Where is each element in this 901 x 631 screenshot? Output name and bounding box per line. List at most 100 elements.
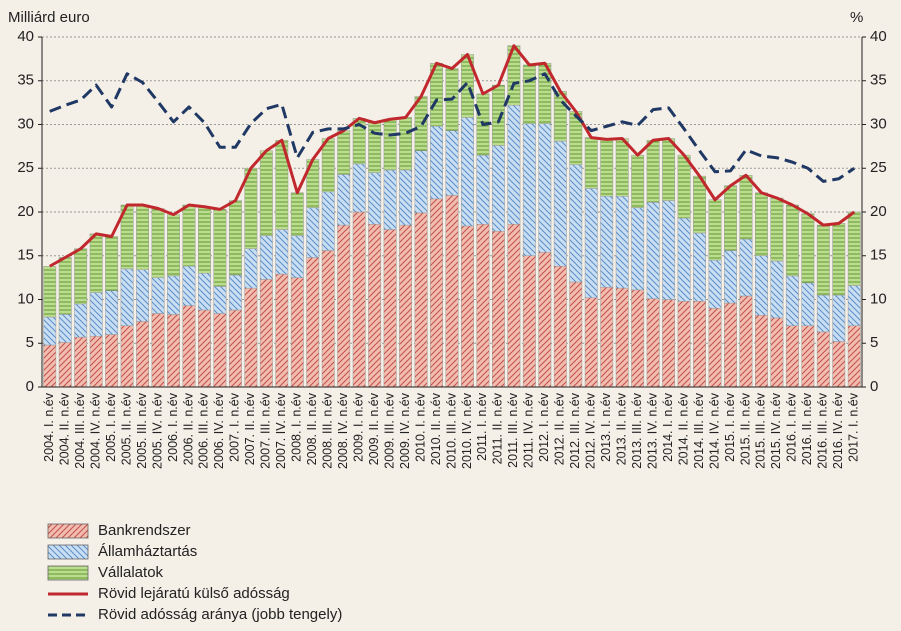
bar-segment	[754, 315, 768, 388]
y2-tick-label: 30	[870, 115, 887, 132]
x-tick-label: 2016. I. n.év	[785, 392, 799, 462]
x-tick-label: 2014. III. n.év	[692, 392, 706, 468]
bar-segment	[368, 224, 382, 388]
bar-segment	[290, 235, 304, 278]
y2-axis-label: %	[850, 9, 863, 26]
bar-segment	[290, 277, 304, 388]
bar-segment	[631, 154, 645, 208]
legend-swatch	[47, 544, 89, 560]
bar-segment	[724, 185, 737, 251]
bar-segment	[708, 308, 722, 388]
bar-segment	[136, 321, 150, 388]
bar-segment	[383, 119, 397, 171]
bar-segment	[167, 214, 180, 277]
x-tick-label: 2009. III. n.év	[382, 392, 396, 468]
legend-label: Vállalatok	[98, 564, 164, 581]
bar-segment	[182, 305, 196, 388]
bar-segment	[739, 238, 753, 297]
y2-tick-label: 25	[870, 159, 887, 176]
x-tick-label: 2011. III. n.év	[506, 392, 520, 468]
legend-label: Rövid adósság aránya (jobb tengely)	[98, 606, 342, 623]
bar-segment	[646, 140, 660, 203]
y2-tick-label: 15	[870, 247, 887, 264]
x-tick-label: 2015. II. n.év	[738, 392, 752, 465]
bar-segment	[74, 336, 88, 388]
bar-segment	[631, 207, 645, 291]
bar-segment	[74, 248, 88, 305]
bar-segment	[151, 313, 165, 388]
bar-segment	[615, 287, 629, 388]
bar-segment	[228, 200, 242, 276]
bar-segment	[847, 285, 861, 326]
x-tick-label: 2008. II. n.év	[305, 392, 319, 465]
bar-segment	[337, 224, 351, 388]
bar-segment	[445, 195, 459, 388]
x-tick-label: 2007. I. n.év	[228, 392, 242, 462]
bar-segment	[507, 224, 521, 388]
y2-tick-label: 5	[870, 334, 878, 351]
bar-segment	[801, 282, 815, 326]
x-tick-label: 2016. III. n.év	[816, 392, 830, 468]
bar-segment	[213, 313, 227, 388]
y-tick-label: 15	[17, 247, 34, 264]
bar-segment	[724, 250, 737, 304]
bar-segment	[414, 150, 428, 214]
bar-segment	[754, 255, 768, 316]
x-tick-label: 2009. I. n.év	[351, 392, 365, 462]
bar-segment	[476, 154, 490, 225]
bar-segment	[600, 196, 614, 288]
bar-segment	[43, 266, 57, 318]
line-series	[48, 44, 856, 268]
bar-segment	[522, 64, 536, 124]
bar-segment	[522, 123, 536, 256]
x-tick-label: 2014. I. n.év	[661, 392, 675, 462]
bar-segment	[708, 259, 722, 309]
x-tick-label: 2010. III. n.év	[444, 392, 458, 468]
bar-segment	[105, 236, 119, 291]
bar-segment	[677, 301, 691, 388]
bar-segment	[259, 150, 273, 236]
x-tick-label: 2010. II. n.év	[429, 392, 443, 465]
x-tick-label: 2009. IV. n.év	[398, 392, 412, 469]
x-tick-label: 2006. I. n.év	[166, 392, 180, 462]
x-tick-label: 2007. IV. n.év	[274, 392, 288, 469]
bar-segment	[244, 287, 258, 388]
legend-swatch	[47, 523, 89, 539]
x-tick-label: 2010. I. n.év	[413, 392, 427, 462]
y-tick-label: 20	[17, 203, 34, 220]
bar-segment	[785, 325, 799, 388]
x-tick-label: 2006. II. n.év	[181, 392, 195, 465]
x-tick-label: 2014. II. n.év	[676, 392, 690, 465]
x-tick-label: 2004. IV. n.év	[88, 392, 102, 469]
y2-tick-label: 0	[870, 378, 878, 395]
x-tick-label: 2011. I. n.év	[475, 392, 489, 461]
bar-segment	[151, 208, 165, 278]
x-tick-label: 2009. II. n.év	[367, 392, 381, 465]
bar-segment	[770, 197, 784, 262]
bar-segment	[461, 117, 474, 227]
bar-segment	[832, 223, 846, 296]
bar-segment	[337, 130, 351, 175]
bar-segment	[584, 137, 598, 189]
bar-segment	[198, 273, 211, 311]
x-tick-label: 2012. II. n.év	[553, 392, 567, 465]
bar-segment	[615, 138, 629, 197]
bar-segment	[151, 277, 165, 314]
bar-segment	[662, 299, 676, 388]
bar-segment	[615, 196, 629, 289]
x-tick-label: 2006. IV. n.év	[212, 392, 226, 469]
legend-label: Rövid lejáratú külső adósság	[98, 585, 290, 602]
bar-segment	[259, 279, 273, 388]
bar-segment	[213, 209, 227, 287]
bar-segment	[58, 257, 72, 315]
bar-segment	[105, 334, 119, 388]
bar-segment	[58, 342, 72, 388]
bar-segment	[43, 344, 57, 388]
x-tick-label: 2015. IV. n.év	[769, 392, 783, 469]
legend-label: Államháztartás	[98, 543, 197, 560]
y-tick-label: 35	[17, 72, 34, 89]
bar-segment	[801, 213, 815, 284]
bar-segment	[445, 130, 459, 196]
bar-segment	[430, 126, 443, 200]
bar-segment	[461, 225, 474, 388]
